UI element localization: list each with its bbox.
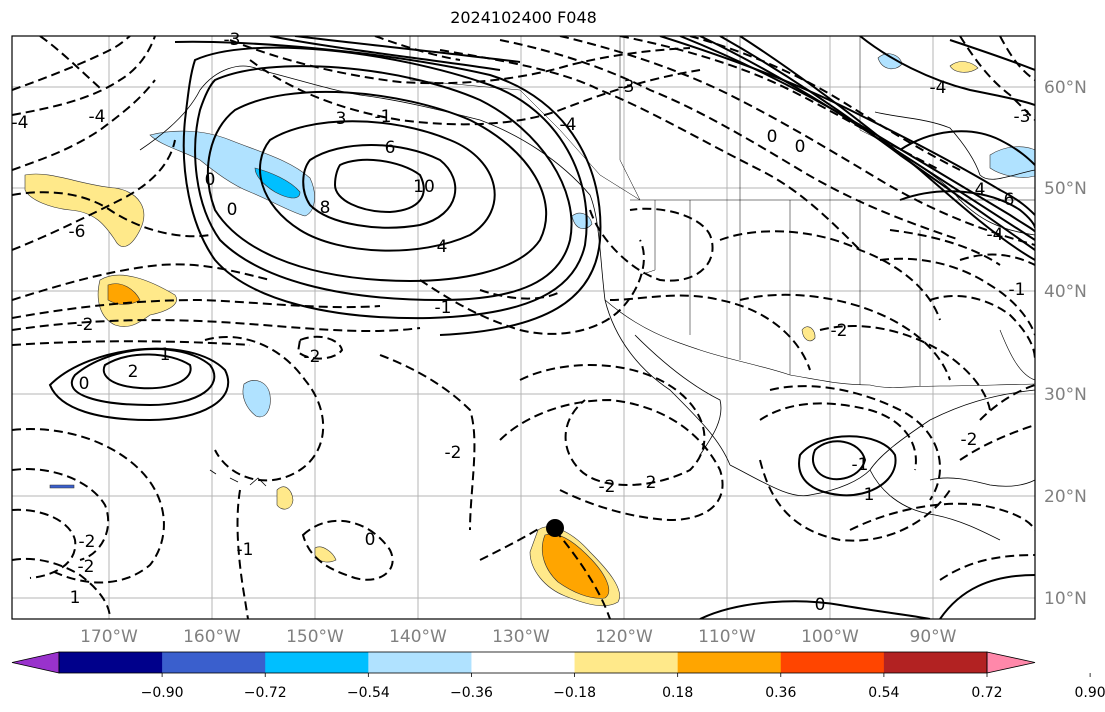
map-frame <box>11 35 1036 620</box>
contour-label: 6 <box>385 138 396 158</box>
contour-label: -1 <box>237 540 254 560</box>
colorbar-segment <box>265 652 369 673</box>
warm-core-hawaii-north <box>107 283 141 305</box>
contours-positive <box>48 36 1035 619</box>
colorbar-segment <box>471 652 576 673</box>
contour-label: 0 <box>767 127 778 147</box>
colorbar-tick-label: −0.36 <box>450 685 493 701</box>
warm-patch-hawaii <box>276 486 294 510</box>
contour-label: 2 <box>646 473 657 493</box>
contour-label: 0 <box>795 137 806 157</box>
contour-label: -2 <box>79 532 96 552</box>
colorbar-tick-label: −0.18 <box>553 685 596 701</box>
coastlines <box>139 36 1035 541</box>
longitude-label: 160°W <box>183 627 241 647</box>
contour-label: 10 <box>413 177 435 197</box>
contour-label: 1 <box>70 588 81 608</box>
storm-center-dot <box>546 519 564 537</box>
colorbar-tick-label: −0.72 <box>244 685 287 701</box>
colorbar-segment <box>59 652 163 673</box>
contour-label: 0 <box>365 530 376 550</box>
contour-label: -2 <box>445 443 462 463</box>
latitude-label: 50°N <box>1044 179 1087 199</box>
colorbar <box>11 651 1091 677</box>
contour-label: -4 <box>987 225 1004 245</box>
colorbar-tick-label: −0.54 <box>347 685 390 701</box>
colorbar-segment <box>574 652 679 673</box>
contour-label: -4 <box>930 78 947 98</box>
colorbar-tick-label: 0.90 <box>1075 685 1105 701</box>
contour-label: 2 <box>128 362 139 382</box>
latitude-labels: 60°N 50°N 40°N 30°N 20°N 10°N <box>1044 78 1087 609</box>
contour-label: -2 <box>304 347 321 367</box>
contour-label: -4 <box>89 107 106 127</box>
latitude-label: 10°N <box>1044 589 1087 609</box>
latitude-label: 30°N <box>1044 385 1087 405</box>
colorbar-frame <box>58 651 988 674</box>
cold-patch-mid <box>242 380 271 418</box>
map-title: 2024102400 F048 <box>450 8 597 27</box>
colorbar-tick-label: −0.90 <box>141 685 184 701</box>
contour-label: -2 <box>961 430 978 450</box>
colorbar-segment <box>883 652 988 673</box>
longitude-label: 110°W <box>698 627 756 647</box>
warm-patch-labrador <box>949 61 979 73</box>
cold-patch-aleutian <box>149 130 315 217</box>
colorbar-segment <box>780 652 885 673</box>
contour-label: 0 <box>815 595 826 615</box>
contour-label: 4 <box>975 180 986 200</box>
warm-patch-texas <box>801 326 816 342</box>
contour-label: -1 <box>435 298 452 318</box>
longitude-label: 120°W <box>595 627 653 647</box>
contour-label: -2 <box>831 321 848 341</box>
colorbar-tick-label: 0.54 <box>868 685 899 701</box>
colorbar-tick-label: 0.72 <box>971 685 1002 701</box>
contour-label: -3 <box>224 30 241 50</box>
contour-label: 0 <box>205 170 216 190</box>
map-background <box>12 36 1035 619</box>
contour-label: -1 <box>852 455 869 475</box>
colorbar-tick-label: 0.36 <box>765 685 796 701</box>
contour-label: 3 <box>336 109 347 129</box>
colorbar-tick-label: 0.18 <box>662 685 693 701</box>
contour-label: -2 <box>78 557 95 577</box>
contour-label: 1 <box>864 485 875 505</box>
longitude-label: 100°W <box>801 627 859 647</box>
longitude-label: 90°W <box>910 627 957 647</box>
contour-label: -4 <box>560 115 577 135</box>
latitude-label: 60°N <box>1044 78 1087 98</box>
contour-label: 1 <box>160 345 171 365</box>
colorbar-segment <box>368 652 472 673</box>
longitude-label: 170°W <box>80 627 138 647</box>
contour-label: -2 <box>77 315 94 335</box>
longitude-label: 130°W <box>492 627 550 647</box>
colorbar-tick-labels: −0.90 −0.72 −0.54 −0.36 −0.18 0.18 0.36 0.54 0.7… <box>141 685 1105 701</box>
contour-label: -2 <box>599 477 616 497</box>
longitude-label: 140°W <box>389 627 447 647</box>
contour-label: -3 <box>1014 107 1031 127</box>
latitude-label: 20°N <box>1044 487 1087 507</box>
shading-cold <box>49 53 1035 489</box>
colorbar-segment <box>162 652 266 673</box>
cold-patch-small <box>49 484 75 489</box>
colorbar-extend-low <box>11 651 60 674</box>
latitude-label: 40°N <box>1044 282 1087 302</box>
contour-label: 0 <box>227 200 238 220</box>
longitude-labels: 170°W 160°W 150°W 140°W 130°W 120°W 110°W 100°W… <box>80 627 957 647</box>
longitude-label: 150°W <box>286 627 344 647</box>
contour-label: -1 <box>1009 280 1026 300</box>
colorbar-segment <box>677 652 782 673</box>
contour-label: 0 <box>79 374 90 394</box>
contour-label: -4 <box>12 113 29 133</box>
contour-label: 8 <box>320 198 331 218</box>
contour-label: -6 <box>69 222 86 242</box>
contour-label: -1 <box>375 107 392 127</box>
contour-label: -3 <box>618 77 635 97</box>
contour-label: 4 <box>437 237 448 257</box>
colorbar-extend-high <box>986 651 1036 674</box>
contour-label: -6 <box>998 190 1015 210</box>
